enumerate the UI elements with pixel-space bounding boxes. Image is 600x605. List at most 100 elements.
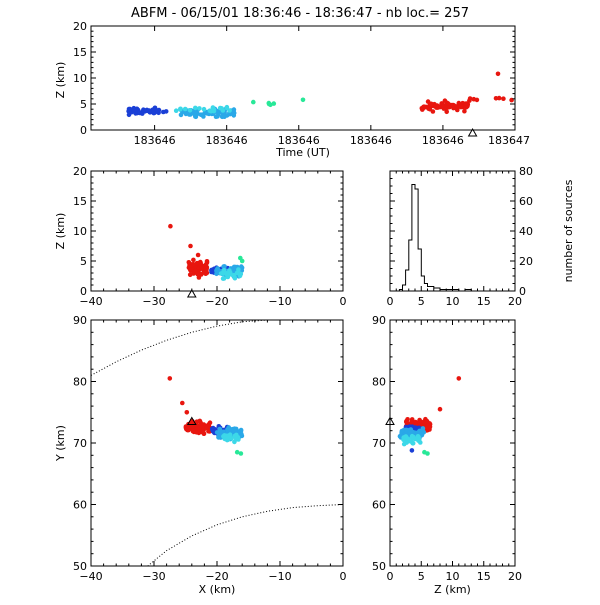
xy-frame	[90, 319, 344, 567]
source-point	[229, 436, 234, 441]
source-point	[142, 109, 148, 114]
zy-xtick-label: 15	[477, 570, 491, 583]
source-point	[178, 106, 183, 112]
source-point	[147, 110, 153, 115]
source-point	[191, 261, 196, 267]
source-point	[417, 417, 422, 423]
source-point	[411, 434, 416, 440]
xy-xtick-label: 0	[340, 570, 347, 583]
xy-ytick-label: 90	[73, 314, 87, 327]
source-point	[420, 107, 425, 112]
xz-xtick-label: −40	[79, 295, 102, 308]
source-point	[187, 108, 193, 113]
xy-xtick-label: −40	[79, 570, 102, 583]
source-point	[201, 106, 207, 112]
histogram-ytick-label: 40	[519, 225, 533, 238]
xz-ytick-label: 20	[73, 165, 87, 178]
source-point	[192, 112, 198, 117]
number-of-sources-label: number of sources	[562, 179, 575, 282]
xz-ytick-label: 10	[73, 225, 87, 238]
source-point	[226, 425, 231, 430]
xz-xtick-label: −30	[142, 295, 165, 308]
source-point	[180, 400, 185, 406]
source-point	[444, 109, 450, 115]
source-point	[428, 102, 434, 107]
source-point	[467, 98, 472, 103]
source-point	[188, 243, 193, 249]
time-height-ytick-label: 0	[80, 124, 87, 137]
source-point	[238, 428, 244, 434]
source-point	[425, 451, 430, 456]
source-point	[474, 97, 480, 103]
source-point	[221, 267, 227, 273]
source-point	[420, 428, 426, 434]
source-point	[399, 428, 405, 434]
xy-ytick-label: 70	[73, 437, 87, 450]
xz-ytick-label: 5	[80, 255, 87, 268]
source-point	[195, 252, 201, 258]
figure-title: ABFM - 06/15/01 18:36:46 - 18:36:47 - nb…	[131, 6, 469, 21]
time-height-xtick-label: 183646	[350, 134, 392, 147]
source-point	[425, 421, 430, 426]
source-point	[232, 275, 238, 281]
source-point	[219, 429, 224, 435]
histogram-xtick-label: 10	[446, 295, 460, 308]
source-point	[409, 439, 414, 444]
source-point	[437, 406, 443, 412]
source-point	[227, 268, 232, 273]
source-point	[418, 440, 423, 445]
z-axis-label: Z (km)	[54, 213, 67, 250]
zy-xtick-label: 0	[387, 570, 394, 583]
source-point	[194, 260, 200, 266]
zy-ytick-label: 80	[372, 376, 386, 389]
source-point	[208, 108, 214, 114]
source-point	[155, 108, 160, 113]
source-point	[450, 102, 456, 108]
source-point	[230, 110, 236, 116]
source-point	[239, 258, 245, 264]
source-point	[206, 429, 211, 434]
source-point	[404, 440, 409, 445]
time-height-ytick-label: 20	[73, 20, 87, 33]
source-point	[201, 114, 206, 119]
source-point	[225, 274, 231, 280]
source-point	[167, 376, 173, 381]
source-point	[190, 428, 196, 434]
source-point	[203, 266, 209, 271]
time-height-xtick-label: 183647	[488, 134, 530, 147]
source-point	[266, 101, 272, 107]
source-point	[161, 109, 166, 115]
source-point	[401, 437, 406, 443]
time-height-ytick-label: 5	[80, 98, 87, 111]
source-point	[404, 418, 409, 424]
y-axis-label: Y (km)	[54, 425, 67, 462]
source-point	[496, 95, 502, 101]
source-point	[300, 97, 306, 103]
time-height-xtick-label: 183646	[134, 134, 176, 147]
source-point	[193, 105, 198, 111]
source-point	[185, 426, 191, 431]
source-point	[207, 420, 213, 426]
source-point	[193, 268, 198, 273]
source-point	[199, 266, 204, 271]
source-point	[409, 419, 414, 425]
source-point	[222, 264, 227, 269]
xy-xtick-label: −30	[142, 570, 165, 583]
xy-ytick-label: 80	[73, 376, 87, 389]
xz-ytick-label: 0	[80, 285, 87, 298]
time-height-xtick-label: 183646	[422, 134, 464, 147]
time-height-xtick-label: 183646	[206, 134, 248, 147]
station-marker-triangle	[467, 127, 478, 137]
source-point	[126, 112, 132, 118]
zy-panel: 0 5 10 15 20 50 60 70 80 90 Z (km)	[372, 314, 522, 596]
zy-xtick-label: 10	[446, 570, 460, 583]
source-point	[224, 104, 230, 110]
xz-xtick-label: 0	[340, 295, 347, 308]
zy-ytick-label: 60	[372, 499, 386, 512]
histogram-ytick-label: 80	[519, 165, 533, 178]
histogram-ytick-label: 60	[519, 195, 533, 208]
source-point	[427, 106, 433, 112]
source-point	[225, 435, 230, 441]
source-point	[458, 103, 464, 109]
